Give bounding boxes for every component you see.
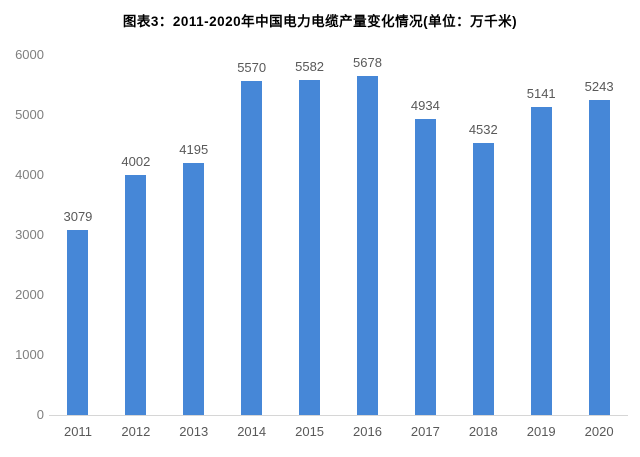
- y-tick-label: 6000: [15, 47, 44, 62]
- x-axis: 2011 2012 2013 2014 2015 2016 2017 2018 2019 2020: [49, 424, 628, 439]
- bar: [241, 80, 263, 415]
- bar-group-2013: 4195: [165, 55, 223, 415]
- y-tick-label: 3000: [15, 227, 44, 242]
- bar-group-2018: 4532: [454, 55, 512, 415]
- bar-value-label: 5141: [526, 85, 556, 101]
- y-tick-label: 0: [36, 407, 44, 422]
- bar-value-label: 5570: [237, 59, 267, 75]
- bar-group-2014: 5570: [223, 55, 281, 415]
- x-tick-label: 2013: [179, 424, 209, 439]
- bar: [530, 106, 552, 415]
- bar-group-2017: 4934: [396, 55, 454, 415]
- plot-area: 3079 4002 4195 5570 5582 5678 4934 4532 5141 5243: [49, 55, 628, 416]
- bar-value-label: 5678: [353, 55, 382, 70]
- bar-value-label: 5243: [584, 79, 614, 95]
- x-tick-label: 2019: [526, 424, 556, 439]
- bar-value-label: 5582: [295, 59, 325, 75]
- bar: [67, 230, 89, 415]
- bar: [414, 118, 436, 415]
- bar: [183, 163, 205, 415]
- bar-group-2016: 5678: [339, 55, 397, 415]
- bar-group-2015: 5582: [281, 55, 339, 415]
- x-tick-label: 2014: [237, 424, 267, 439]
- bar-value-label: 3079: [63, 209, 93, 225]
- bar-value-label: 4195: [179, 142, 209, 158]
- bar-value-label: 4532: [468, 122, 498, 138]
- bar-group-2019: 5141: [512, 55, 570, 415]
- bar-value-label: 4934: [410, 97, 440, 113]
- bar: [588, 100, 610, 415]
- bar: [356, 76, 378, 415]
- y-tick-label: 1000: [15, 347, 44, 362]
- chart-title: 图表3：2011-2020年中国电力电缆产量变化情况(单位：万千米): [122, 14, 518, 29]
- x-tick-label: 2015: [295, 424, 325, 439]
- y-tick-label: 4000: [15, 167, 44, 182]
- bar-group-2012: 4002: [107, 55, 165, 415]
- y-tick-label: 2000: [15, 287, 44, 302]
- x-tick-label: 2018: [468, 424, 498, 439]
- bar: [299, 80, 321, 415]
- y-tick-label: 5000: [15, 107, 44, 122]
- bar-group-2020: 5243: [570, 55, 628, 415]
- bar-group-2011: 3079: [49, 55, 107, 415]
- x-tick-label: 2016: [353, 424, 382, 439]
- bar: [125, 174, 147, 415]
- x-tick-label: 2012: [121, 424, 151, 439]
- x-tick-label: 2011: [63, 424, 92, 439]
- bar: [472, 143, 494, 415]
- x-tick-label: 2020: [584, 424, 614, 439]
- x-tick-label: 2017: [410, 424, 440, 439]
- bar-value-label: 4002: [121, 153, 151, 169]
